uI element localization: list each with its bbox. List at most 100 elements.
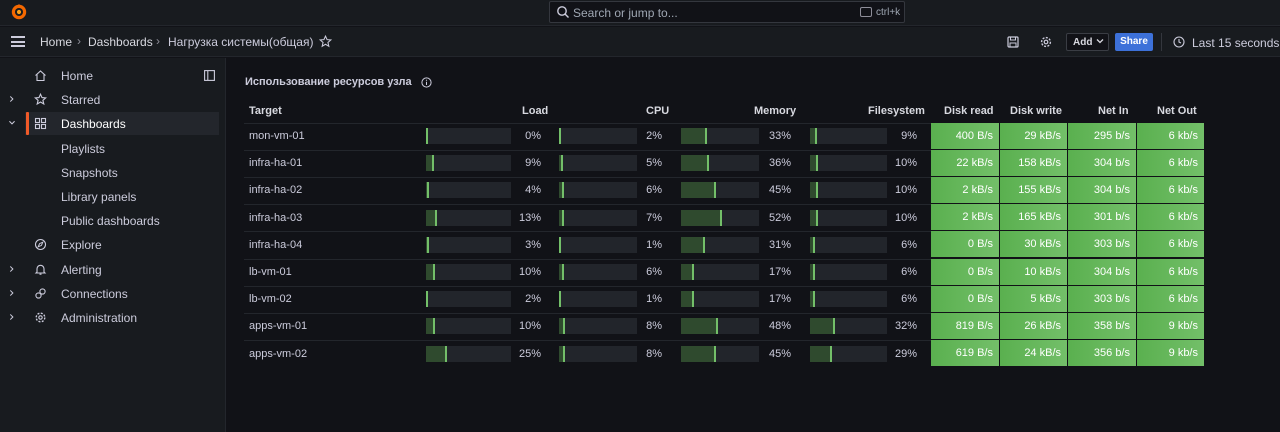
column-header-load[interactable]: Load [522,105,549,117]
sidebar-item-dashboards[interactable]: Dashboards [9,112,219,136]
cell-disk-write: 30 kB/s [1000,231,1067,258]
cell-disk-read: 400 B/s [931,122,999,149]
chevron-right-icon[interactable] [9,265,15,273]
cell-net-out: 6 kb/s [1137,176,1204,203]
bell-icon [34,264,47,275]
sidebar-item-administration[interactable]: Administration [0,306,226,329]
cell-net-in: 301 b/s [1068,204,1136,231]
gauge-mem [681,345,759,362]
search-bar[interactable]: Search or jump to... ctrl+k [549,1,905,23]
row-divider [244,149,931,151]
sidebar-item-playlists[interactable]: Playlists [0,137,226,160]
sidebar-item-library-panels[interactable]: Library panels [0,185,226,208]
column-header-net-in[interactable]: Net In [1098,105,1129,117]
chevron-down-icon[interactable] [9,119,15,127]
sidebar-item-snapshots[interactable]: Snapshots [0,161,226,184]
cell-net-in: 304 b/s [1068,149,1136,176]
cell-disk-write: 5 kB/s [1000,285,1067,312]
column-header-filesystem[interactable]: Filesystem [868,105,925,117]
column-header-cpu[interactable]: CPU [646,105,670,117]
cell-mem-value: 17% [768,293,791,306]
sidebar-item-public-dashboards[interactable]: Public dashboards [0,209,226,232]
cell-disk-read: 819 B/s [931,312,999,339]
cell-disk-read: 619 B/s [931,340,999,367]
gauge-fs [810,345,887,362]
gauge-fill [559,264,564,280]
gauge-fill [426,345,447,362]
cell-disk-read: 0 B/s [931,285,999,312]
cell-fs-value: 9% [901,130,917,142]
grafana-logo-icon[interactable] [10,3,28,21]
gauge-load [426,155,511,172]
clock-icon[interactable] [1173,36,1185,48]
sidebar-item-explore[interactable]: Explore [0,233,226,256]
gauge-fill [426,291,428,308]
cell-net-out: 9 kb/s [1137,312,1204,339]
cell-net-in: 356 b/s [1068,340,1136,367]
sidebar-item-alerting[interactable]: Alerting [0,258,226,281]
gauge-cpu [559,264,637,280]
cell-mem-value: 52% [768,211,791,224]
gauge-fill [559,345,565,362]
gauge-fill [559,291,561,308]
link-icon [35,288,46,299]
gauge-fill [681,182,716,199]
cell-net-out: 6 kb/s [1137,285,1204,312]
cell-disk-write: 155 kB/s [1000,176,1067,203]
gauge-mem [681,209,759,226]
cell-cpu-value: 6% [646,184,662,197]
column-header-target[interactable]: Target [249,105,282,117]
cell-fs-value: 29% [894,347,917,360]
gauge-load [426,291,511,308]
gauge-cpu [559,182,637,199]
toolbar-divider [1161,33,1162,51]
info-icon[interactable] [421,77,432,88]
dock-menu-icon[interactable] [204,70,215,81]
chevron-right-icon[interactable] [9,313,15,321]
share-button[interactable]: Share [1115,33,1153,51]
sidebar-item-home[interactable]: Home [0,64,226,87]
cell-net-out: 6 kb/s [1137,231,1204,258]
cell-disk-write: 158 kB/s [1000,149,1067,176]
sidebar-item-starred[interactable]: Starred [0,88,226,111]
chevron-right-icon[interactable] [9,289,15,297]
chevron-down-icon [1096,39,1104,44]
panel-title[interactable]: Использование ресурсов узла [245,76,412,88]
gauge-fill [681,128,707,144]
cell-disk-write: 26 kB/s [1000,312,1067,339]
gauge-fill [810,291,815,308]
gauge-cpu [559,209,637,226]
apps-icon [34,118,47,130]
star-icon[interactable] [319,35,332,48]
column-header-disk-write[interactable]: Disk write [1010,105,1062,117]
gauge-fs [810,182,887,199]
save-icon[interactable] [1006,35,1020,49]
column-header-net-out[interactable]: Net Out [1157,105,1197,117]
time-range-picker[interactable]: Last 15 seconds [1192,36,1280,50]
column-header-disk-read[interactable]: Disk read [944,105,994,117]
top-bar: Search or jump to... ctrl+k [0,0,1280,26]
gauge-fs [810,128,887,144]
cell-disk-write: 29 kB/s [1000,122,1067,149]
row-divider [244,258,931,260]
gauge-fill [426,318,435,335]
gauge-fs [810,318,887,335]
sidebar-item-label: Playlists [61,141,106,156]
add-button[interactable]: Add [1066,33,1109,51]
breadcrumb-home[interactable]: Home [40,35,73,49]
home-icon [35,70,46,82]
gauge-mem [681,236,759,253]
cell-disk-read: 2 kB/s [931,176,999,203]
gauge-fs [810,236,887,253]
chevron-right-icon[interactable] [9,95,15,103]
settings-gear-icon[interactable] [1039,35,1053,49]
gauge-fill [426,209,437,226]
sidebar-item-connections[interactable]: Connections [0,282,226,305]
gauge-fill [810,345,832,362]
cell-cpu-value: 5% [646,157,662,170]
column-header-memory[interactable]: Memory [754,105,797,117]
cell-fs-value: 32% [894,320,917,333]
breadcrumb-dashboards[interactable]: Dashboards [88,35,153,49]
menu-toggle-icon[interactable] [11,36,25,47]
cell-disk-read: 0 B/s [931,231,999,258]
